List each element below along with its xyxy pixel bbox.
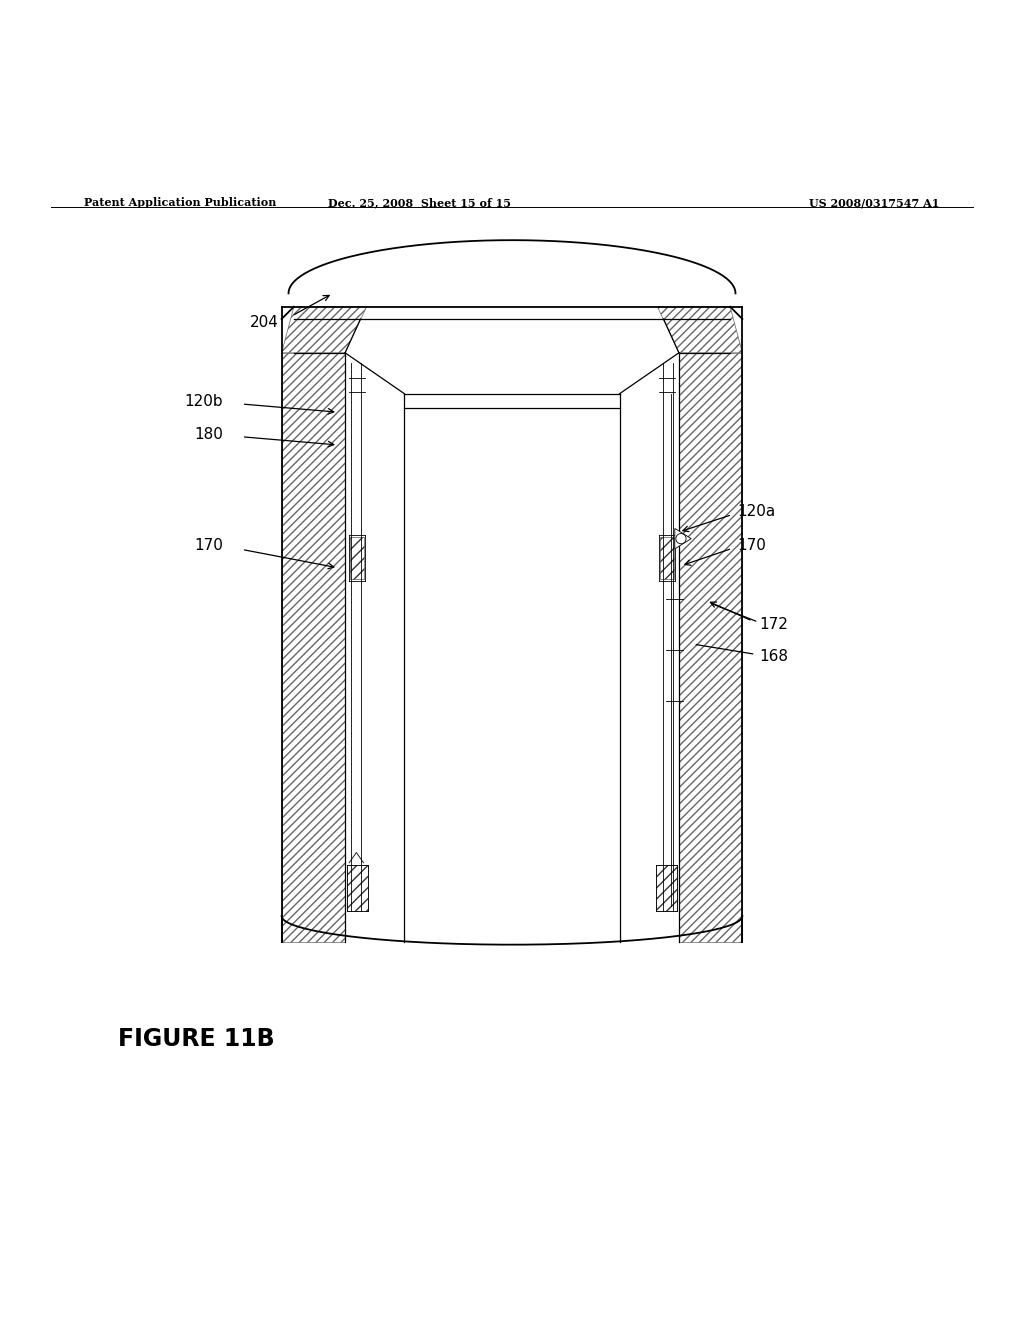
Polygon shape: [675, 528, 691, 549]
Polygon shape: [656, 865, 677, 911]
Text: FIGURE 11B: FIGURE 11B: [118, 1027, 274, 1051]
Text: 170: 170: [737, 537, 766, 553]
Polygon shape: [660, 537, 674, 578]
Text: 180: 180: [195, 428, 223, 442]
Polygon shape: [282, 306, 367, 352]
Polygon shape: [350, 537, 364, 578]
Text: Patent Application Publication: Patent Application Publication: [84, 197, 276, 209]
Polygon shape: [282, 352, 345, 941]
Polygon shape: [347, 865, 368, 911]
Circle shape: [676, 533, 686, 544]
Polygon shape: [679, 352, 742, 941]
Text: 170: 170: [195, 537, 223, 553]
Text: 168: 168: [760, 649, 788, 664]
Text: 204: 204: [250, 314, 279, 330]
Text: 120a: 120a: [737, 504, 775, 519]
Text: 120b: 120b: [184, 395, 223, 409]
Polygon shape: [657, 306, 742, 352]
Text: US 2008/0317547 A1: US 2008/0317547 A1: [809, 197, 939, 209]
Text: 172: 172: [760, 616, 788, 632]
Text: Dec. 25, 2008  Sheet 15 of 15: Dec. 25, 2008 Sheet 15 of 15: [329, 197, 511, 209]
